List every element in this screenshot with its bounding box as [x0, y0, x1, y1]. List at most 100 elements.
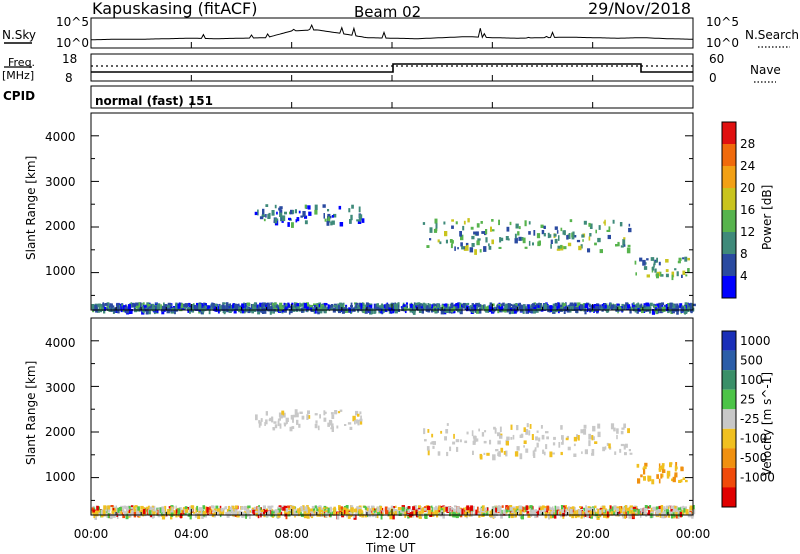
echo-cell	[522, 237, 526, 244]
echo-cell	[380, 510, 384, 516]
echo-cell	[294, 303, 297, 308]
echo-cell	[488, 243, 490, 247]
echo-cell	[462, 303, 464, 306]
echo-cell	[265, 419, 267, 424]
echo-cell	[663, 506, 666, 510]
echo-cell	[281, 305, 285, 309]
echo-cell	[352, 415, 356, 422]
echo-cell	[171, 507, 174, 512]
echo-cell	[290, 414, 294, 420]
echo-cell	[437, 451, 441, 456]
echo-cell	[422, 302, 426, 305]
echo-cell	[529, 505, 533, 509]
echo-cell	[138, 302, 140, 308]
echo-cell	[612, 219, 615, 224]
echo-cell	[453, 306, 456, 311]
echo-cell	[274, 302, 277, 307]
echo-cell	[100, 306, 102, 310]
echo-cell	[653, 261, 656, 266]
echo-cell	[615, 306, 618, 312]
echo-cell	[686, 303, 689, 307]
echo-cell	[682, 270, 686, 275]
echo-cell	[522, 308, 525, 314]
echo-cell	[691, 513, 694, 518]
echo-cell	[497, 505, 501, 508]
echo-cell	[581, 451, 583, 454]
echo-cell	[330, 305, 333, 310]
echo-cell	[475, 509, 478, 516]
echo-cell	[557, 510, 560, 516]
echo-cell	[527, 304, 530, 309]
echo-cell	[413, 302, 416, 306]
echo-cell	[319, 414, 321, 419]
noise-right-tick-bottom: 10^0	[706, 36, 739, 50]
echo-cell	[615, 506, 620, 510]
echo-cell	[563, 230, 566, 236]
echo-cell	[561, 441, 563, 445]
echo-cell	[318, 304, 321, 308]
echo-cell	[610, 423, 615, 430]
echo-cell	[336, 513, 340, 520]
echo-cell	[168, 302, 171, 306]
echo-cell	[545, 431, 549, 434]
echo-cell	[597, 237, 601, 243]
echo-cell	[269, 417, 272, 421]
echo-cell	[142, 508, 146, 514]
echo-cell	[264, 422, 266, 426]
echo-cell	[162, 508, 165, 514]
echo-cell	[544, 508, 549, 514]
echo-cell	[431, 441, 435, 445]
echo-cell	[453, 433, 455, 439]
echo-cell	[342, 302, 345, 307]
echo-cell	[519, 304, 522, 308]
echo-cell	[623, 423, 626, 429]
echo-cell	[152, 509, 156, 512]
echo-cell	[347, 308, 351, 313]
echo-cell	[159, 507, 162, 514]
echo-cell	[140, 509, 143, 513]
echo-cell	[450, 302, 454, 308]
echo-cell	[623, 304, 626, 311]
echo-cell	[615, 244, 618, 247]
echo-cell	[645, 302, 650, 307]
echo-cell	[524, 246, 528, 249]
echo-cell	[667, 303, 670, 309]
echo-cell	[358, 206, 361, 213]
echo-cell	[323, 417, 327, 422]
echo-cell	[192, 305, 196, 309]
echo-cell	[121, 303, 123, 307]
echo-cell	[318, 507, 321, 513]
echo-cell	[178, 507, 182, 512]
echo-cell	[572, 506, 575, 509]
echo-cell	[587, 507, 591, 511]
echo-cell	[300, 508, 303, 511]
echo-cell	[499, 507, 502, 514]
frequency-panel: Freq. [MHz] 18 8 60 0 Nave	[2, 52, 781, 85]
echo-cell	[241, 306, 245, 312]
echo-cell	[202, 505, 206, 510]
echo-cell	[661, 463, 665, 467]
echo-cell	[620, 443, 625, 447]
echo-cell	[565, 437, 569, 441]
echo-cell	[485, 306, 489, 312]
echo-cell	[150, 303, 154, 308]
echo-cell	[594, 505, 597, 509]
echo-cell	[640, 513, 642, 518]
echo-cell	[132, 506, 135, 509]
echo-cell	[168, 506, 171, 509]
echo-cell	[557, 302, 560, 306]
echo-cell	[643, 508, 646, 514]
echo-cell	[265, 411, 268, 416]
echo-cell	[166, 306, 170, 311]
echo-cell	[395, 509, 399, 516]
echo-cell	[481, 432, 485, 437]
echo-cell	[287, 507, 291, 510]
echo-cell	[507, 303, 511, 308]
echo-cell	[184, 303, 188, 308]
echo-cell	[283, 505, 288, 508]
echo-cell	[465, 506, 467, 510]
echo-cell	[118, 510, 121, 515]
echo-cell	[277, 304, 280, 308]
echo-cell	[449, 507, 453, 510]
echo-cell	[578, 509, 582, 516]
